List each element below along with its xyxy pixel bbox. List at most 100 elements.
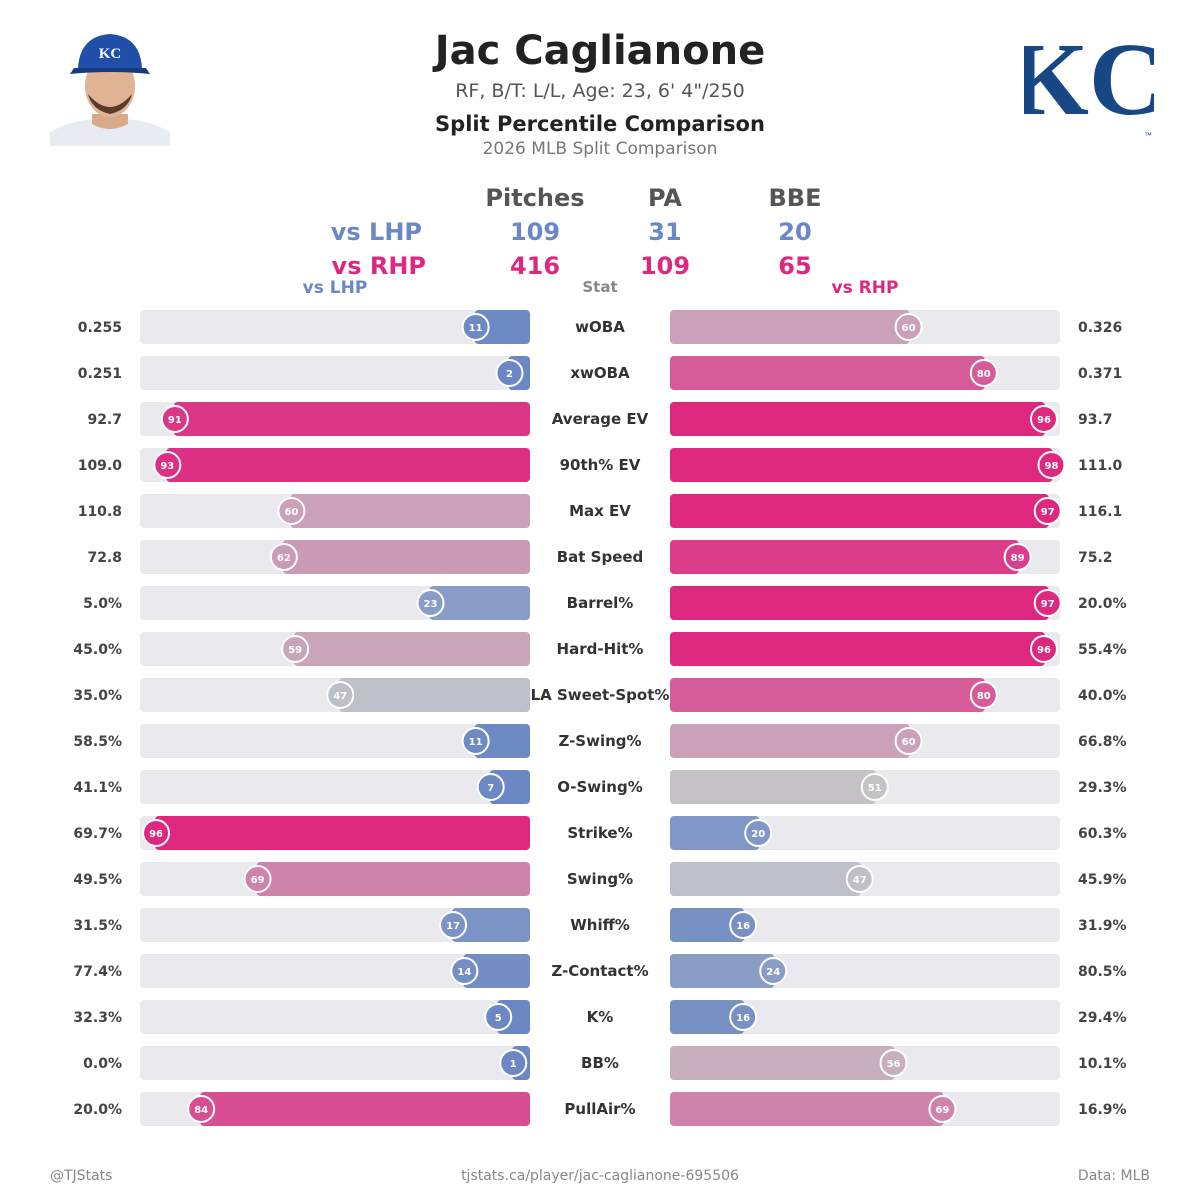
value-label-lhp: 0.251: [78, 366, 122, 382]
value-label-lhp: 35.0%: [73, 688, 122, 704]
marker-rhp: [1033, 497, 1062, 525]
svg-text:KC: KC: [1024, 22, 1154, 137]
marker-lhp: [269, 543, 298, 571]
stat-label: O-Swing%: [557, 778, 643, 796]
bar-lhp: [200, 1092, 530, 1126]
player-name: Jac Caglianone: [434, 28, 766, 74]
player-headshot: KC: [48, 28, 172, 146]
bar-rhp: [670, 494, 1049, 528]
bar-lhp: [282, 540, 530, 574]
marker-lhp: [243, 865, 272, 893]
value-label-lhp: 92.7: [87, 412, 122, 428]
bar-rhp: [670, 862, 861, 896]
value-label-lhp: 45.0%: [73, 642, 122, 658]
marker-lhp: [153, 451, 182, 479]
title-block: Jac Caglianone RF, B/T: L/L, Age: 23, 6'…: [300, 26, 900, 160]
footer-source: Data: MLB: [1077, 1168, 1150, 1184]
bar-lhp: [463, 954, 530, 988]
chart-subtitle: 2026 MLB Split Comparison: [482, 139, 718, 159]
marker-label-rhp: 16: [736, 921, 750, 932]
marker-label-rhp: 60: [902, 737, 916, 748]
marker-label-lhp: 91: [168, 415, 182, 426]
bar-rhp: [670, 1000, 745, 1034]
marker-rhp: [759, 957, 788, 985]
marker-label-rhp: 20: [751, 829, 765, 840]
marker-label-rhp: 98: [1045, 461, 1059, 472]
bar-rhp: [670, 724, 910, 758]
value-label-lhp: 110.8: [78, 504, 122, 520]
marker-rhp: [1037, 451, 1066, 479]
marker-label-lhp: 17: [446, 921, 460, 932]
marker-label-lhp: 96: [149, 829, 163, 840]
track-rhp: [670, 1000, 1060, 1034]
marker-rhp: [1003, 543, 1032, 571]
stat-label: Barrel%: [567, 594, 634, 612]
marker-lhp: [476, 773, 505, 801]
marker-label-lhp: 62: [277, 553, 291, 564]
stat-label: Hard-Hit%: [557, 640, 644, 658]
marker-label-rhp: 97: [1041, 507, 1055, 518]
marker-rhp: [1029, 405, 1058, 433]
stat-label: Max EV: [569, 502, 631, 520]
bar-lhp: [173, 402, 530, 436]
track-lhp: [140, 1000, 530, 1034]
marker-label-lhp: 59: [288, 645, 302, 656]
value-label-rhp: 116.1: [1078, 504, 1122, 520]
marker-label-lhp: 60: [284, 507, 298, 518]
bar-rhp: [670, 356, 985, 390]
bar-rhp: [670, 586, 1049, 620]
stat-label: Bat Speed: [557, 548, 644, 566]
marker-lhp: [450, 957, 479, 985]
bar-lhp: [474, 310, 530, 344]
marker-label-rhp: 24: [766, 967, 780, 978]
marker-lhp: [142, 819, 171, 847]
marker-rhp: [1033, 589, 1062, 617]
value-label-rhp: 80.5%: [1078, 964, 1127, 980]
footer-url: tjstats.ca/player/jac-caglianone-695506: [461, 1168, 739, 1184]
value-label-lhp: 32.3%: [73, 1010, 122, 1026]
chart-title: Split Percentile Comparison: [435, 112, 765, 136]
value-label-rhp: 31.9%: [1078, 918, 1127, 934]
stat-label: xwOBA: [570, 364, 630, 382]
value-label-rhp: 66.8%: [1078, 734, 1127, 750]
marker-lhp: [461, 313, 490, 341]
column-header-lhp: vs LHP: [302, 278, 368, 298]
stat-label: 90th% EV: [560, 456, 641, 474]
marker-rhp: [928, 1095, 957, 1123]
bar-rhp: [670, 402, 1045, 436]
stat-label: Z-Contact%: [551, 962, 648, 980]
marker-rhp: [894, 727, 923, 755]
marker-label-lhp: 84: [194, 1105, 208, 1116]
marker-label-rhp: 80: [977, 691, 991, 702]
bar-rhp: [670, 632, 1045, 666]
stat-label: Z-Swing%: [558, 732, 641, 750]
bar-rhp: [670, 816, 760, 850]
svg-text:KC: KC: [99, 46, 122, 62]
stat-label: wOBA: [575, 318, 625, 336]
value-label-rhp: 55.4%: [1078, 642, 1127, 658]
value-label-rhp: 40.0%: [1078, 688, 1127, 704]
value-label-rhp: 45.9%: [1078, 872, 1127, 888]
marker-label-lhp: 47: [333, 691, 347, 702]
marker-label-rhp: 16: [736, 1013, 750, 1024]
marker-rhp: [845, 865, 874, 893]
marker-label-rhp: 51: [868, 783, 882, 794]
bar-rhp: [670, 310, 910, 344]
value-label-lhp: 72.8: [87, 550, 122, 566]
marker-label-lhp: 23: [424, 599, 438, 610]
stat-label: Swing%: [567, 870, 633, 888]
marker-rhp: [860, 773, 889, 801]
stat-label: PullAir%: [564, 1100, 635, 1118]
stat-label: BB%: [581, 1054, 619, 1072]
value-label-rhp: 16.9%: [1078, 1102, 1127, 1118]
bar-rhp: [670, 954, 775, 988]
marker-label-rhp: 60: [902, 323, 916, 334]
marker-label-rhp: 96: [1037, 415, 1051, 426]
value-label-lhp: 58.5%: [73, 734, 122, 750]
bar-lhp: [155, 816, 531, 850]
value-label-rhp: 29.4%: [1078, 1010, 1127, 1026]
marker-label-rhp: 47: [853, 875, 867, 886]
bar-rhp: [670, 770, 876, 804]
marker-rhp: [969, 681, 998, 709]
